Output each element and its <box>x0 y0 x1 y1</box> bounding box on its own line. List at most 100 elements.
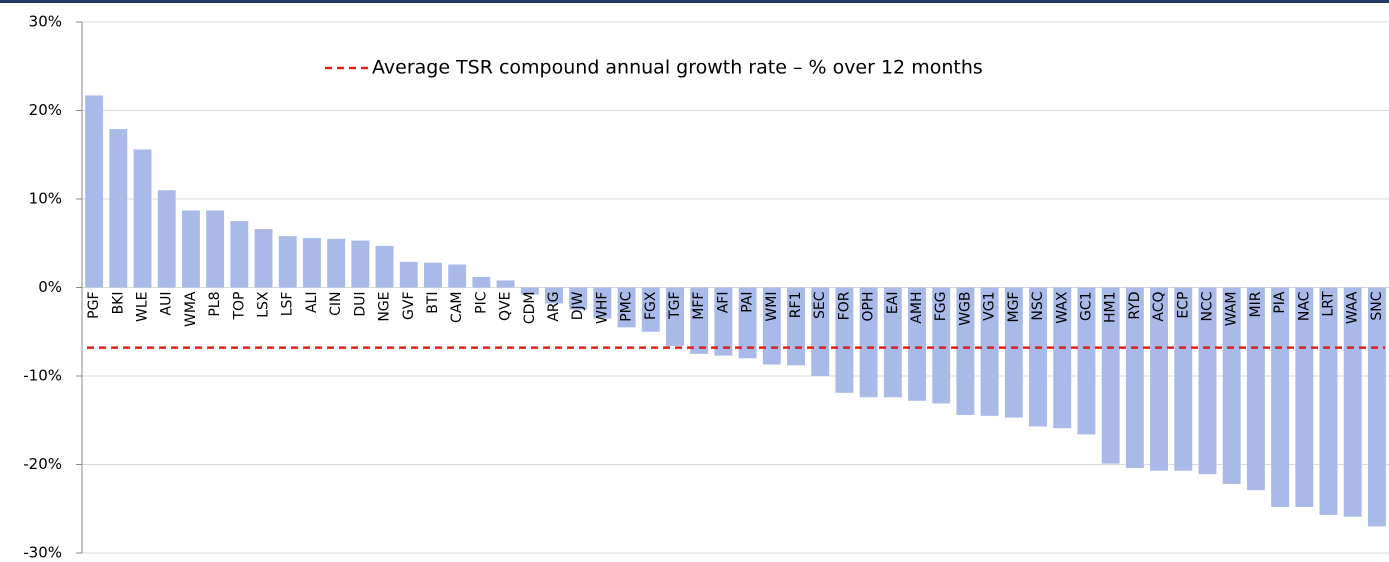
x-tick-label: VG1 <box>982 292 998 321</box>
x-tick-label: EAI <box>885 292 901 315</box>
x-tick-label: WAX <box>1054 291 1070 324</box>
bar <box>254 229 273 288</box>
x-tick-label: GC1 <box>1078 292 1094 322</box>
y-tick-label: 0% <box>38 278 62 296</box>
x-tick-label: PIA <box>1272 291 1288 314</box>
legend-label: Average TSR compound annual growth rate … <box>372 57 983 79</box>
bar <box>762 287 781 365</box>
x-tick-label: NAC <box>1296 291 1312 321</box>
bar <box>1125 287 1144 469</box>
bar <box>472 276 491 288</box>
bar <box>690 287 709 354</box>
bar <box>133 149 152 288</box>
x-tick-label: TOP <box>231 292 247 321</box>
bar <box>641 287 660 332</box>
bar <box>302 237 321 288</box>
x-tick-label: NSC <box>1030 291 1046 320</box>
bar <box>399 261 418 288</box>
x-tick-label: AMH <box>909 292 925 324</box>
x-tick-label: PAI <box>740 292 756 313</box>
bar <box>1029 287 1048 427</box>
bar <box>1343 287 1362 517</box>
bar <box>206 210 225 288</box>
x-tick-label: AUI <box>159 292 175 316</box>
x-tick-label: FGG <box>933 292 949 322</box>
bar <box>666 287 684 346</box>
x-tick-label: LRT <box>1320 291 1336 317</box>
x-tick-label: WHF <box>594 292 610 324</box>
bar <box>448 264 467 288</box>
bar <box>1295 287 1314 507</box>
x-tick-label: PIC <box>473 291 489 314</box>
bar <box>980 287 999 416</box>
x-tick-label: NCC <box>1199 291 1215 321</box>
bar <box>1271 287 1290 507</box>
x-tick-label: RYD <box>1127 292 1143 320</box>
x-tick-label: LSF <box>280 292 296 317</box>
bar <box>327 238 346 288</box>
header-strip <box>0 0 1389 3</box>
bar <box>157 190 176 288</box>
y-tick-label: -30% <box>23 544 62 562</box>
x-tick-label: WGB <box>957 292 973 326</box>
bar <box>811 287 830 376</box>
x-tick-label: PL8 <box>207 292 223 317</box>
bar <box>278 236 297 288</box>
x-tick-label: LSX <box>256 291 272 318</box>
x-tick-label: WAM <box>1224 292 1240 327</box>
y-tick-label: 20% <box>29 101 62 119</box>
bar <box>181 210 200 288</box>
x-tick-label: MFF <box>691 292 707 320</box>
bar <box>835 287 854 393</box>
x-tick-label: BKI <box>110 292 126 315</box>
x-tick-label: CIN <box>328 292 344 316</box>
y-tick-label: -20% <box>23 455 62 473</box>
x-tick-label: ALI <box>304 292 320 314</box>
x-tick-label: DUI <box>352 292 368 317</box>
bar <box>1174 287 1193 471</box>
bar <box>787 287 805 366</box>
x-tick-label: DJW <box>570 291 586 320</box>
bar <box>738 287 757 359</box>
x-tick-label: WLE <box>135 292 151 323</box>
x-tick-label: AFI <box>715 292 731 314</box>
bar <box>1222 287 1241 484</box>
x-tick-label: PMC <box>619 291 635 322</box>
x-tick-label: WMA <box>183 291 199 327</box>
x-tick-label: FOR <box>836 291 852 320</box>
x-tick-label: FGX <box>643 291 659 320</box>
x-tick-label: WMI <box>764 292 780 322</box>
x-tick-label: MIR <box>1248 291 1264 317</box>
bar <box>1053 287 1072 429</box>
bar <box>1150 287 1169 471</box>
bar <box>956 287 975 415</box>
bar <box>714 287 733 356</box>
x-tick-label: GVF <box>401 292 417 320</box>
bar <box>883 287 902 398</box>
x-tick-label: WAA <box>1345 291 1361 324</box>
bar <box>496 280 515 288</box>
x-tick-label: ECP <box>1175 292 1191 319</box>
bar <box>85 95 104 288</box>
y-tick-label: -10% <box>23 367 62 385</box>
y-tick-label: 30% <box>29 13 62 31</box>
bar <box>545 287 563 304</box>
x-tick-label: QVE <box>498 292 514 321</box>
x-tick-label: RF1 <box>788 292 804 319</box>
bar <box>109 129 128 288</box>
bar <box>230 221 249 288</box>
bar <box>1367 287 1386 527</box>
bar <box>932 287 951 404</box>
x-tick-label: MGF <box>1006 291 1022 322</box>
x-tick-label: CDM <box>522 292 538 325</box>
x-tick-label: TGF <box>667 292 683 320</box>
bar <box>908 287 926 401</box>
x-tick-label: NGE <box>377 292 393 322</box>
bar <box>375 245 394 288</box>
bar <box>593 287 612 319</box>
bar <box>351 240 370 288</box>
x-tick-label: CAM <box>449 292 465 323</box>
bar <box>1101 287 1120 464</box>
bar <box>859 287 878 398</box>
x-tick-label: BTI <box>425 292 441 314</box>
